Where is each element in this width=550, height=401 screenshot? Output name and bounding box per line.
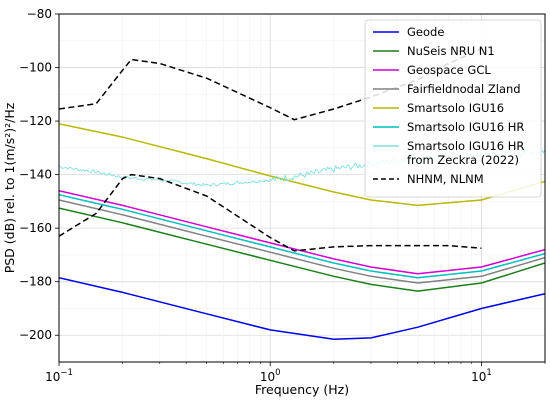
legend-label: from Zeckra (2022) [407, 153, 519, 167]
legend-label: NHNM, NLNM [407, 172, 484, 186]
y-tick-label: −180 [19, 275, 52, 289]
series-layer [59, 48, 545, 340]
legend-label: Geospace GCL [407, 63, 491, 77]
y-tick-label: −140 [19, 168, 52, 182]
y-tick-label: −100 [19, 61, 52, 75]
legend-box [364, 19, 542, 198]
y-tick-label: −160 [19, 221, 52, 235]
series-line-4 [59, 199, 545, 284]
legend-label: NuSeis NRU N1 [407, 44, 495, 58]
legend-label: Geode [407, 25, 444, 39]
legend-label: Smartsolo IGU16 HR [407, 139, 524, 153]
legend: Geode NuSeis NRU N1 Geospace GCL Fairfieldn… [364, 19, 542, 198]
y-tick-label: −120 [19, 114, 52, 128]
series-line-1 [59, 276, 545, 340]
series-line-8 [59, 48, 482, 121]
y-axis-title: PSD (dB) rel. to 1(m/s²)²/Hz [2, 102, 17, 273]
x-axis-title: Frequency (Hz) [255, 382, 349, 397]
series-line-5 [59, 123, 545, 207]
legend-label: Smartsolo IGU16 [407, 101, 504, 115]
x-tick-label: 10−1 [45, 368, 73, 384]
x-tick-label: 100 [260, 368, 281, 384]
x-tick-label: 101 [471, 368, 492, 384]
series-line-2 [59, 207, 545, 292]
y-tick-label: −80 [27, 7, 52, 21]
series-line-9 [59, 173, 482, 252]
axis-ticks: −200 −180 −160 −140 −120 −100 −80 10−1 100 101 [19, 7, 546, 384]
series-line-3 [59, 189, 545, 275]
legend-label: Fairfieldnodal Zland [407, 82, 521, 96]
plot-frame [58, 13, 546, 363]
legend-label: Smartsolo IGU16 HR [407, 120, 524, 134]
y-tick-label: −200 [19, 328, 52, 342]
series-line-6 [59, 193, 545, 279]
